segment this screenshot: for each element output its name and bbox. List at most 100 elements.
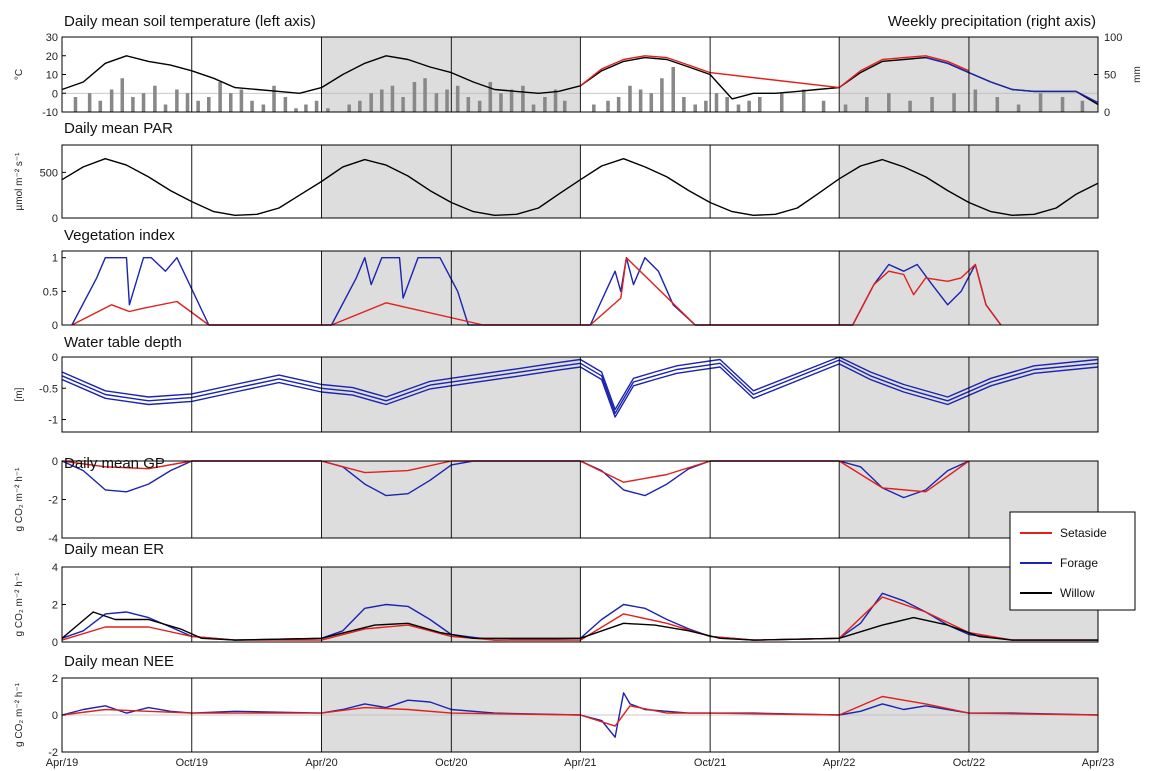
y-tick-label: 0: [52, 710, 58, 722]
precip-bar: [380, 89, 384, 112]
precip-bar: [628, 85, 632, 112]
precip-bar: [196, 100, 200, 112]
panel-nee: -2 0 2 Daily mean NEE g CO₂ m⁻² h⁻¹: [14, 653, 1099, 759]
precip-bar: [887, 93, 891, 112]
x-tick-label: Apr/21: [564, 757, 596, 769]
series-line-setaside: [71, 257, 1002, 326]
precip-bar: [521, 85, 525, 112]
precip-bar: [952, 93, 956, 112]
precip-bar: [87, 93, 92, 112]
precip-bar: [272, 85, 276, 112]
y-tick-label: -4: [48, 533, 58, 545]
y-axis-label: g CO₂ m⁻² h⁻¹: [14, 572, 25, 637]
y2-axis-label: mm: [1132, 66, 1143, 83]
precip-bar: [747, 100, 751, 112]
panel-gp: -4 -2 0 Daily mean GP g CO₂ m⁻² h⁻¹: [14, 455, 1099, 545]
precip-bar: [390, 85, 395, 112]
y-tick-label: 30: [46, 32, 58, 44]
precip-bar: [693, 104, 698, 112]
precip-bar: [250, 100, 254, 112]
series-line-forage: [61, 359, 1099, 414]
series-line-forage: [925, 56, 1099, 104]
y-tick-label: 0: [52, 637, 58, 649]
precip-bar: [314, 100, 319, 112]
panel-par: 0 500 Daily mean PAR µmol m⁻² s⁻¹: [14, 120, 1099, 225]
precip-bar: [326, 108, 330, 112]
precip-bar: [455, 85, 460, 112]
y-tick-label: 0.5: [43, 286, 58, 298]
x-tick-label: Oct/19: [176, 757, 208, 769]
precip-bar: [283, 97, 288, 112]
y-axis-label: [m]: [14, 387, 25, 401]
panel-soil-temp: -10 0 10 20 30 0 50 100 mm Daily mean soil temper…: [14, 13, 1143, 119]
precip-bar: [1080, 100, 1085, 112]
y-tick-label: 2: [52, 600, 58, 612]
series-line-forage: [71, 257, 1002, 326]
precip-bar: [175, 89, 179, 112]
precip-bar: [153, 85, 157, 112]
y-tick-label: -1: [48, 415, 58, 427]
precip-bar: [434, 93, 439, 112]
y-tick-label: 4: [52, 562, 58, 574]
panel-title: Vegetation index: [64, 227, 175, 244]
precip-bar: [488, 82, 493, 112]
precip-bar: [228, 93, 233, 112]
precip-bar: [531, 104, 536, 112]
x-tick-label: Apr/22: [823, 757, 855, 769]
precip-bar: [649, 93, 654, 112]
y2-tick-label: 100: [1104, 32, 1122, 44]
y-axis-label: g CO₂ m⁻² h⁻¹: [14, 682, 25, 747]
precip-bar: [1016, 104, 1021, 112]
precip-bar: [499, 93, 503, 112]
y-tick-label: 0: [52, 456, 58, 468]
precip-bar: [1060, 97, 1065, 112]
precip-bar: [930, 97, 934, 112]
precip-bar: [592, 104, 596, 112]
precip-bar: [908, 100, 912, 112]
y-tick-label: 20: [46, 51, 58, 63]
precip-bar: [401, 97, 405, 112]
panel-title: Daily mean PAR: [64, 120, 173, 137]
precip-bar: [616, 97, 621, 112]
precip-bar: [207, 97, 211, 112]
x-tick-label: Apr/23: [1082, 757, 1114, 769]
series-line-forage: [61, 363, 1099, 418]
y-tick-label: -2: [48, 747, 58, 759]
precip-bar: [725, 97, 729, 112]
precip-bar: [294, 108, 298, 112]
precip-bar: [843, 104, 848, 112]
precip-bar: [304, 104, 308, 112]
legend: Setaside Forage Willow: [1009, 511, 1136, 611]
precip-bar: [638, 89, 643, 112]
precip-bar: [109, 89, 114, 112]
y-axis-label: µmol m⁻² s⁻¹: [14, 152, 25, 211]
series-line-forage: [61, 356, 1099, 411]
y-tick-label: 0: [52, 88, 58, 100]
precip-bar: [801, 89, 806, 112]
precip-bar: [553, 89, 558, 112]
precip-bar: [218, 82, 222, 112]
x-tick-label: Apr/20: [305, 757, 337, 769]
y-tick-label: -2: [48, 495, 58, 507]
y-tick-label: 1: [52, 253, 58, 265]
precip-bar: [865, 97, 869, 112]
precip-bar: [821, 100, 826, 112]
series-line-setaside: [579, 55, 970, 89]
precip-bar: [779, 93, 784, 112]
y-tick-label: 10: [46, 70, 58, 82]
precip-bar: [358, 100, 362, 112]
precip-bar: [239, 89, 244, 112]
precip-bar: [131, 97, 135, 112]
precip-bar: [606, 100, 610, 112]
precip-bar: [509, 89, 514, 112]
y-tick-label: -10: [42, 107, 58, 119]
x-tick-label: Oct/21: [694, 757, 726, 769]
precip-bar: [120, 78, 125, 112]
precip-bar: [466, 97, 471, 112]
panel-title-right: Weekly precipitation (right axis): [888, 13, 1096, 30]
y-tick-label: 0: [52, 352, 58, 364]
panel-veg: 0 0.5 1 Vegetation index: [43, 227, 1099, 332]
y-axis-label: g CO₂ m⁻² h⁻¹: [14, 467, 25, 532]
panel-title: Daily mean soil temperature (left axis): [64, 13, 316, 30]
